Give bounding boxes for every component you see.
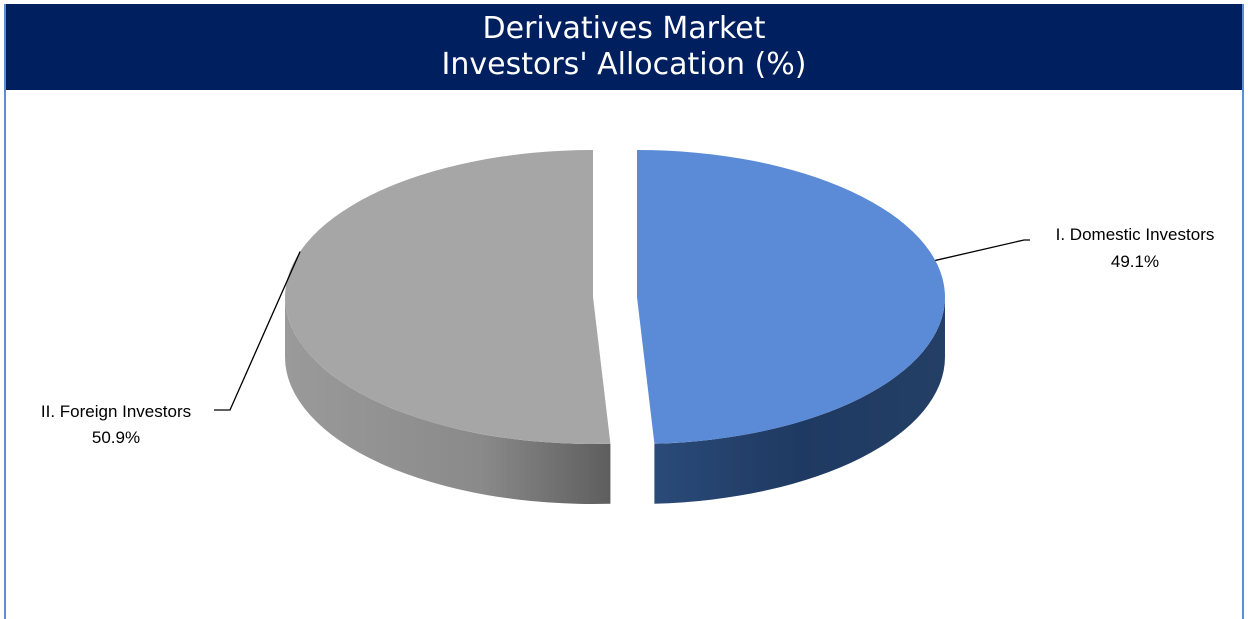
pie-side-domestic xyxy=(654,297,945,504)
chart-title-line-1: Derivatives Market xyxy=(482,11,766,46)
leader-line-foreign xyxy=(214,251,301,411)
slice-value-domestic: 49.1% xyxy=(1111,252,1159,271)
chart-title-line-2: Investors' Allocation (%) xyxy=(441,47,807,82)
leader-lines xyxy=(214,239,1030,411)
chart-title: Derivatives Market Investors' Allocation… xyxy=(6,4,1242,90)
slice-label-domestic: I. Domestic Investors xyxy=(1056,225,1215,244)
pie-slices xyxy=(285,150,945,504)
pie-slice-domestic xyxy=(636,150,945,444)
pie-slice-foreign xyxy=(285,150,611,444)
pie-side-foreign xyxy=(285,297,611,504)
slice-value-foreign: 50.9% xyxy=(92,428,140,447)
chart-frame: Derivatives Market Investors' Allocation… xyxy=(4,4,1244,619)
leader-line-domestic xyxy=(935,239,1030,262)
slice-label-foreign: II. Foreign Investors xyxy=(41,402,191,421)
